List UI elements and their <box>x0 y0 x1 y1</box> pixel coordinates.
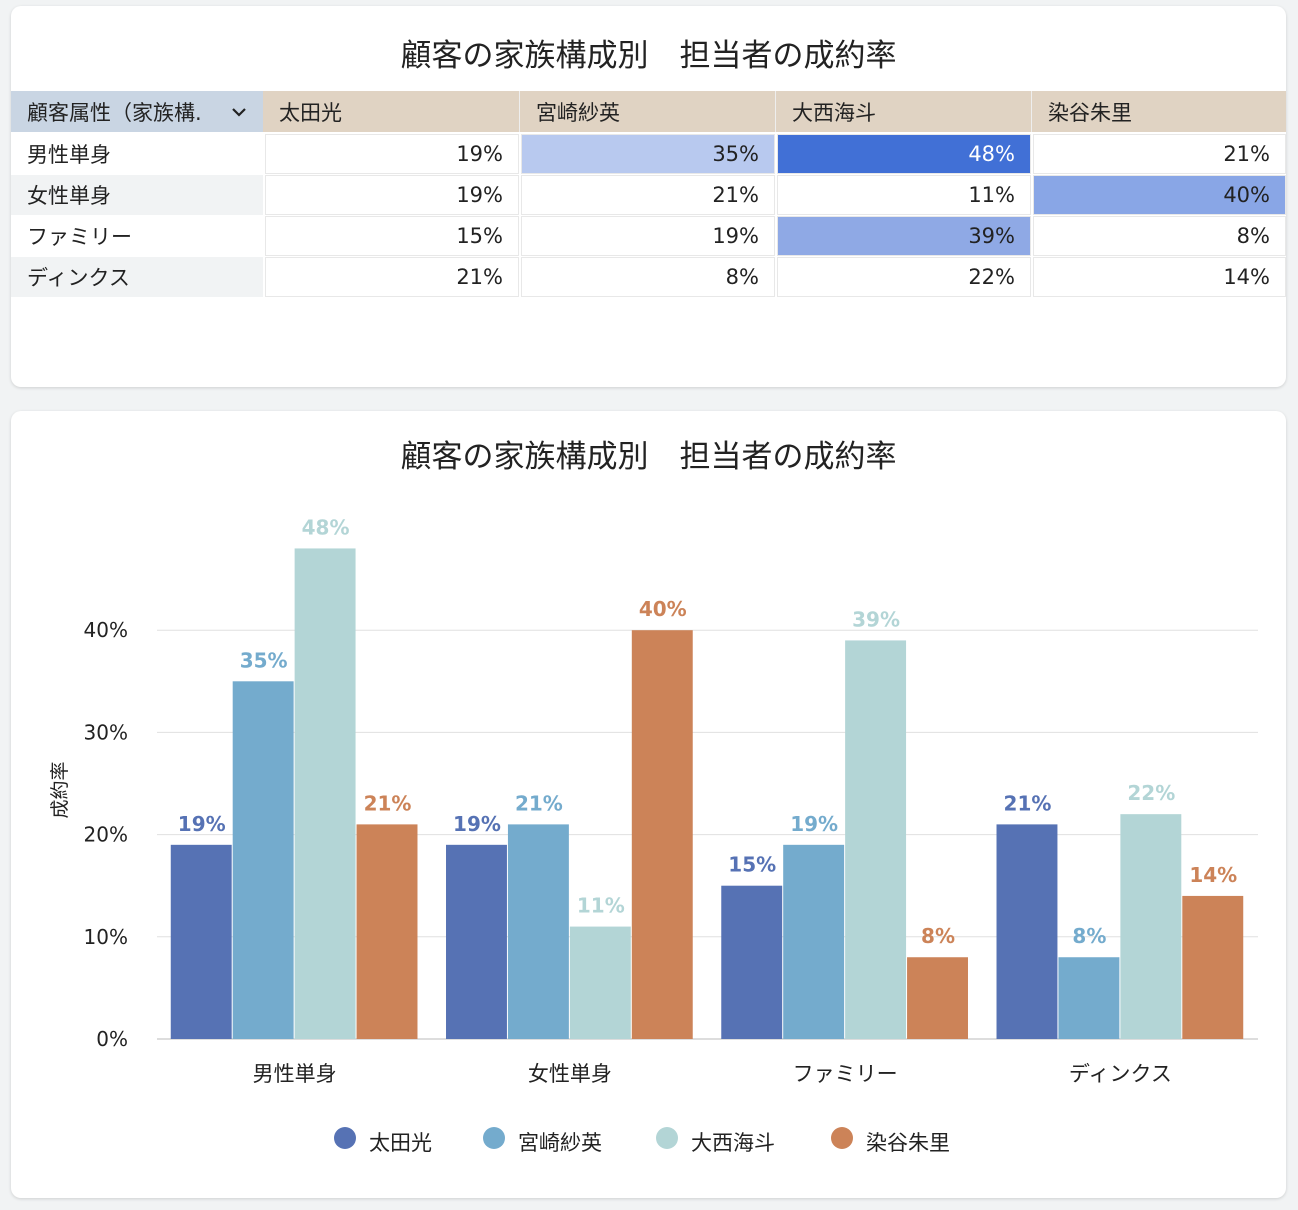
data-label: 19% <box>790 812 838 836</box>
row-label: ファミリー <box>11 216 263 256</box>
bar <box>907 957 968 1039</box>
legend-marker <box>656 1127 678 1149</box>
bar <box>294 548 356 1039</box>
table-cell: 19% <box>265 134 519 174</box>
dropdown-chevron[interactable] <box>231 107 247 117</box>
data-label: 15% <box>728 853 776 877</box>
bar <box>569 926 631 1039</box>
bar <box>446 844 507 1039</box>
x-tick-label: 男性単身 <box>253 1062 337 1086</box>
y-tick-label: 0% <box>96 1027 128 1051</box>
data-label: 21% <box>1004 791 1052 815</box>
y-tick-label: 20% <box>84 823 128 847</box>
bar <box>1058 957 1120 1039</box>
data-label: 19% <box>453 812 501 836</box>
table-cell: 22% <box>777 257 1031 297</box>
bar <box>232 681 294 1039</box>
row-label: ディンクス <box>11 257 263 297</box>
data-label: 14% <box>1189 863 1237 887</box>
table-cell: 21% <box>265 257 519 297</box>
column-header: 宮崎紗英 <box>519 91 775 132</box>
table-cell: 40% <box>1033 175 1286 215</box>
data-label: 8% <box>1072 924 1106 948</box>
legend-label: 宮崎紗英 <box>518 1131 602 1155</box>
table-cell: 19% <box>521 216 775 256</box>
y-tick-label: 30% <box>84 720 128 744</box>
table-cell: 48% <box>777 134 1031 174</box>
data-label: 48% <box>302 515 350 539</box>
data-label: 39% <box>852 607 900 631</box>
table-cell: 19% <box>265 175 519 215</box>
table-title: 顧客の家族構成別 担当者の成約率 <box>400 38 897 74</box>
bar <box>631 630 693 1039</box>
data-label: 21% <box>515 791 563 815</box>
data-label: 11% <box>577 894 625 918</box>
table-cell: 21% <box>1033 134 1286 174</box>
bar <box>783 844 845 1039</box>
legend-label: 太田光 <box>369 1131 432 1155</box>
column-header: 染谷朱里 <box>1031 91 1286 132</box>
legend-label: 染谷朱里 <box>866 1131 950 1155</box>
column-header: 太田光 <box>263 91 519 132</box>
data-label: 22% <box>1127 781 1175 805</box>
x-tick-label: 女性単身 <box>528 1062 612 1086</box>
table-cell: 39% <box>777 216 1031 256</box>
x-tick-label: ファミリー <box>793 1062 898 1086</box>
bar <box>1182 895 1244 1039</box>
bar <box>721 885 783 1039</box>
legend-label: 大西海斗 <box>691 1131 775 1155</box>
legend-marker <box>334 1127 356 1149</box>
bar <box>356 824 418 1039</box>
row-label: 女性単身 <box>11 175 263 215</box>
y-tick-label: 10% <box>84 925 128 949</box>
data-label: 19% <box>178 812 226 836</box>
table-cell: 11% <box>777 175 1031 215</box>
table-cell: 35% <box>521 134 775 174</box>
legend-marker <box>831 1127 853 1149</box>
y-tick-label: 40% <box>84 618 128 642</box>
data-label: 40% <box>639 597 687 621</box>
row-dimension-header[interactable]: 顧客属性（家族構. <box>11 91 263 132</box>
bar <box>170 844 232 1039</box>
legend-marker <box>483 1127 505 1149</box>
column-header: 大西海斗 <box>775 91 1031 132</box>
bar <box>996 824 1058 1039</box>
table-cell: 21% <box>521 175 775 215</box>
table-cell: 8% <box>1033 216 1286 256</box>
chart-title: 顧客の家族構成別 担当者の成約率 <box>400 439 897 475</box>
table-cell: 8% <box>521 257 775 297</box>
row-label: 男性単身 <box>11 134 263 174</box>
y-axis-label: 成約率 <box>49 761 71 818</box>
bar <box>1120 814 1182 1039</box>
table-card: 顧客の家族構成別 担当者の成約率 顧客属性（家族構. 太田光 宮崎紗英 大西海斗 染谷朱… <box>11 6 1286 387</box>
table-cell: 15% <box>265 216 519 256</box>
data-label: 8% <box>921 924 955 948</box>
data-label: 35% <box>240 648 288 672</box>
data-label: 21% <box>364 791 412 815</box>
table-cell: 14% <box>1033 257 1286 297</box>
x-tick-label: ディンクス <box>1069 1062 1172 1086</box>
bar <box>845 640 907 1039</box>
bar <box>507 824 569 1039</box>
